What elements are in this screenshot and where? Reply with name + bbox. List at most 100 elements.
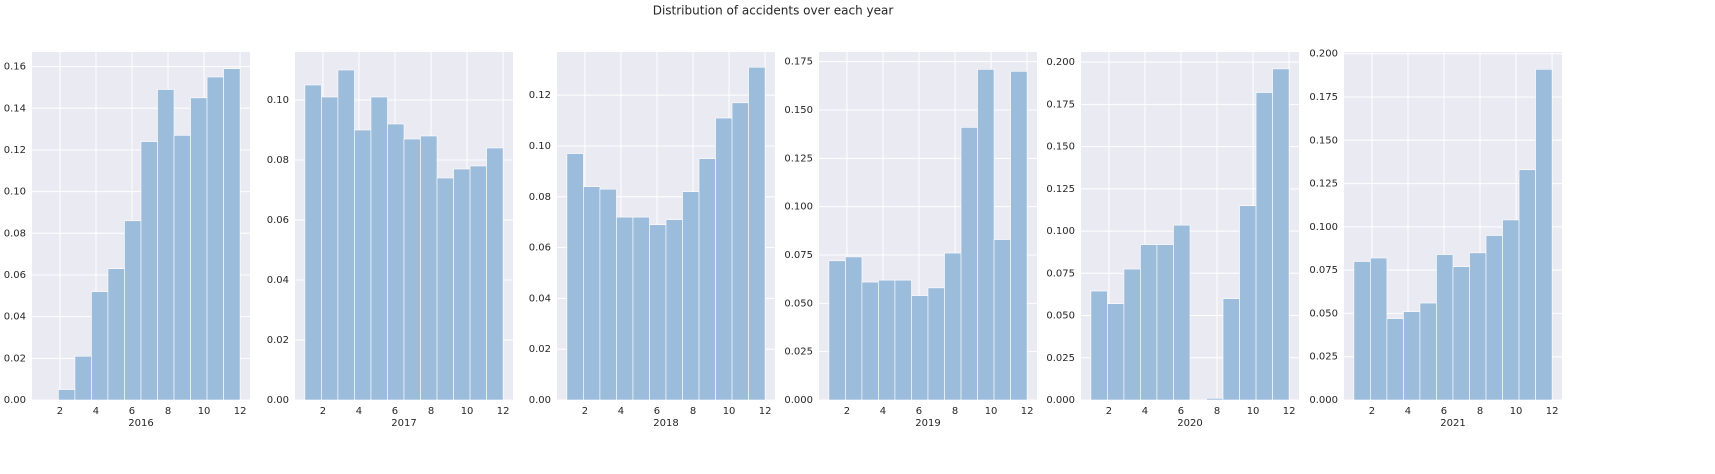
histogram-bar — [845, 256, 863, 401]
histogram-bar — [977, 69, 995, 401]
histogram-bar — [1206, 398, 1224, 401]
y-tick-label: 0.125 — [1309, 179, 1338, 190]
histogram-bar — [1403, 311, 1421, 401]
histogram-bar — [173, 135, 191, 401]
x-tick-label: 12 — [497, 406, 510, 417]
histogram-bar — [1173, 224, 1191, 401]
y-tick-label: 0.050 — [1309, 308, 1338, 319]
histogram-bar — [960, 127, 978, 401]
histogram-bar — [1010, 71, 1028, 401]
histogram-bar — [715, 117, 733, 401]
y-tick-label: 0.000 — [1046, 395, 1075, 406]
figure-title: Distribution of accidents over each year — [653, 4, 894, 18]
y-tick-label: 0.075 — [784, 250, 813, 261]
x-tick-label: 2 — [1369, 406, 1375, 417]
y-tick-label: 0.10 — [529, 141, 551, 152]
y-tick-label: 0.10 — [267, 95, 289, 106]
y-tick-label: 0.02 — [4, 353, 26, 364]
histogram-bar — [107, 268, 125, 401]
histogram-bar — [403, 138, 421, 401]
x-tick-label: 2 — [844, 406, 850, 417]
histogram-bar — [387, 123, 405, 401]
histogram-bar — [682, 191, 700, 401]
y-tick-label: 0.00 — [4, 395, 26, 406]
x-axis-label: 2021 — [1440, 418, 1465, 429]
histogram-bar — [1436, 254, 1454, 401]
y-tick-label: 0.04 — [529, 293, 551, 304]
histogram-bar — [993, 239, 1011, 401]
x-tick-label: 4 — [1405, 406, 1411, 417]
histogram-bar — [1272, 68, 1290, 401]
x-tick-label: 12 — [1021, 406, 1034, 417]
x-tick-label: 2 — [57, 406, 63, 417]
x-tick-label: 8 — [690, 406, 696, 417]
histogram-bar — [616, 216, 634, 401]
y-tick-label: 0.025 — [784, 347, 813, 358]
x-tick-label: 10 — [1247, 406, 1260, 417]
x-tick-label: 8 — [428, 406, 434, 417]
histogram-bar — [486, 147, 504, 401]
histogram-bar — [1518, 169, 1536, 401]
histogram-bar — [698, 158, 716, 401]
x-axis-label: 2017 — [391, 418, 416, 429]
histogram-bar — [927, 287, 945, 401]
histogram-bar — [649, 224, 667, 401]
x-tick-label: 12 — [234, 406, 247, 417]
x-tick-label: 8 — [1477, 406, 1483, 417]
histogram-bar — [74, 355, 92, 401]
histogram-bar — [1107, 303, 1125, 401]
histogram-bar — [223, 68, 241, 401]
histogram-bar — [665, 219, 683, 401]
y-tick-label: 0.075 — [1309, 265, 1338, 276]
histogram-bar — [140, 141, 158, 401]
histogram-bar — [583, 186, 601, 401]
histogram-bar — [894, 279, 912, 401]
x-axis-label: 2018 — [653, 418, 678, 429]
x-tick-label: 10 — [723, 406, 736, 417]
x-tick-label: 10 — [985, 406, 998, 417]
x-tick-label: 6 — [654, 406, 660, 417]
histogram-bar — [828, 260, 846, 401]
y-tick-label: 0.04 — [4, 312, 26, 323]
y-tick-label: 0.02 — [529, 344, 551, 355]
histogram-bar — [420, 135, 438, 401]
y-tick-label: 0.175 — [1046, 99, 1075, 110]
x-tick-label: 10 — [198, 406, 211, 417]
histogram-bar — [1535, 69, 1553, 401]
y-tick-label: 0.200 — [1046, 57, 1075, 68]
histogram-bar — [206, 76, 224, 401]
y-tick-label: 0.00 — [267, 395, 289, 406]
x-tick-label: 4 — [356, 406, 362, 417]
y-tick-label: 0.075 — [1046, 268, 1075, 279]
y-tick-label: 0.08 — [267, 155, 289, 166]
y-tick-label: 0.06 — [4, 270, 26, 281]
histogram-bar — [1419, 302, 1437, 401]
x-axis-label: 2020 — [1177, 418, 1202, 429]
y-tick-label: 0.06 — [267, 215, 289, 226]
histogram-bar — [748, 66, 766, 401]
x-tick-label: 12 — [1283, 406, 1296, 417]
x-axis-label: 2016 — [128, 418, 153, 429]
y-tick-label: 0.125 — [1046, 184, 1075, 195]
histogram-bar — [436, 177, 454, 401]
y-tick-label: 0.16 — [4, 62, 26, 73]
y-tick-label: 0.150 — [1046, 142, 1075, 153]
y-tick-label: 0.100 — [1309, 222, 1338, 233]
histogram-bar — [1255, 92, 1273, 401]
histogram-bar — [911, 295, 929, 401]
x-tick-label: 6 — [1178, 406, 1184, 417]
y-tick-label: 0.100 — [784, 202, 813, 213]
histogram-bar — [1370, 257, 1388, 401]
y-tick-label: 0.10 — [4, 187, 26, 198]
y-tick-label: 0.000 — [1309, 395, 1338, 406]
histogram-bar — [1353, 261, 1371, 401]
x-tick-label: 6 — [129, 406, 135, 417]
histogram-bar — [453, 168, 471, 401]
histogram-bar — [190, 97, 208, 401]
x-tick-label: 4 — [1142, 406, 1148, 417]
x-tick-label: 4 — [880, 406, 886, 417]
histogram-bar — [1239, 205, 1257, 401]
y-tick-label: 0.100 — [1046, 226, 1075, 237]
histogram-bar — [337, 69, 355, 401]
y-tick-label: 0.06 — [529, 243, 551, 254]
